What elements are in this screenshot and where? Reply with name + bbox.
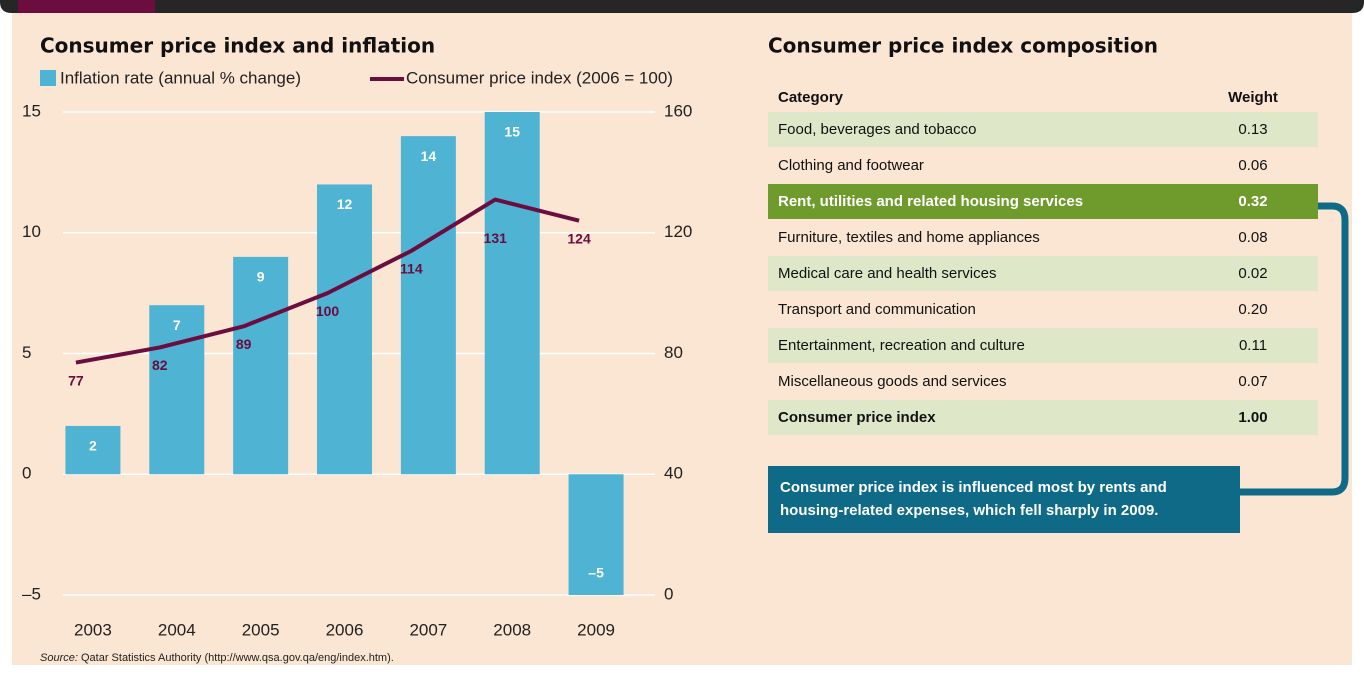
- weight-cell: 0.32: [1238, 193, 1267, 210]
- y2-tick-label: 80: [664, 343, 683, 362]
- top-bar: [0, 0, 1364, 13]
- x-tick-label: 2005: [242, 620, 280, 639]
- bar: [568, 474, 624, 595]
- y-tick-label: 10: [22, 222, 41, 241]
- category-cell: Medical care and health services: [778, 265, 996, 282]
- line-label: 89: [236, 336, 252, 352]
- bar-label: 2: [89, 438, 97, 454]
- weight-cell: 0.20: [1238, 301, 1267, 318]
- x-tick-label: 2008: [493, 620, 531, 639]
- note-text: Consumer price index is influenced most …: [780, 479, 1167, 496]
- source-label: Source:: [40, 652, 78, 664]
- table-row: [768, 184, 1318, 219]
- bar-label: 15: [504, 124, 520, 140]
- y-tick-label: 5: [22, 343, 31, 362]
- source: Source: Qatar Statistics Authority (http…: [40, 652, 394, 664]
- line-label: 114: [400, 261, 423, 277]
- y2-tick-label: 120: [664, 222, 692, 241]
- category-cell: Furniture, textiles and home appliances: [778, 229, 1040, 246]
- bar-label: –5: [588, 565, 604, 581]
- column-header: Weight: [1228, 89, 1278, 106]
- category-cell: Food, beverages and tobacco: [778, 121, 976, 138]
- x-tick-label: 2009: [577, 620, 615, 639]
- legend-label: Inflation rate (annual % change): [60, 68, 301, 87]
- line-label: 82: [152, 357, 168, 373]
- line-label: 100: [316, 303, 340, 319]
- weight-cell: 0.11: [1239, 337, 1267, 354]
- column-header: Category: [778, 89, 844, 106]
- note-text: housing-related expenses, which fell sha…: [780, 502, 1158, 519]
- y2-tick-label: 160: [664, 101, 692, 120]
- y2-tick-label: 40: [664, 464, 683, 483]
- table-row: [768, 256, 1318, 291]
- bar: [400, 136, 456, 475]
- category-cell: Transport and communication: [778, 301, 976, 318]
- bar: [149, 305, 205, 475]
- bar: [65, 425, 121, 475]
- top-tab: [18, 0, 155, 13]
- weight-cell: 0.13: [1238, 121, 1267, 138]
- bar: [233, 256, 289, 475]
- table-row: [768, 220, 1318, 255]
- y-tick-label: –5: [22, 584, 41, 603]
- weight-cell: 0.06: [1238, 157, 1267, 174]
- weight-cell: 0.02: [1238, 265, 1267, 282]
- table-title: Consumer price index composition: [768, 34, 1158, 58]
- table-row: [768, 364, 1318, 399]
- weight-cell: 0.08: [1238, 229, 1267, 246]
- bar-label: 9: [257, 269, 265, 285]
- chart-title: Consumer price index and inflation: [40, 34, 435, 58]
- weight-cell: 0.07: [1238, 373, 1267, 390]
- table: Category Weight Food, beverages and tobacc…: [768, 89, 1318, 435]
- line-label: 77: [68, 372, 84, 388]
- x-tick-label: 2007: [409, 620, 447, 639]
- connector: [1240, 202, 1349, 496]
- category-cell: Entertainment, recreation and culture: [778, 337, 1025, 354]
- line-label: 131: [484, 230, 508, 246]
- table-row: [768, 112, 1318, 147]
- legend-swatch: [40, 70, 56, 86]
- bar: [484, 112, 540, 475]
- note-box: [768, 466, 1240, 533]
- category-cell: Clothing and footwear: [778, 157, 924, 174]
- table-row: [768, 148, 1318, 183]
- plot: –5 0 5 10 15 0 40 80 120 160 2003 2004 2005 2006 2007 2…: [22, 101, 692, 639]
- bar: [317, 184, 372, 475]
- category-cell: Rent, utilities and related housing serv…: [778, 193, 1083, 210]
- bar-label: 12: [337, 196, 353, 212]
- category-cell: Consumer price index: [778, 409, 936, 426]
- bar-label: 14: [421, 148, 437, 164]
- x-tick-label: 2003: [74, 620, 112, 639]
- table-row: [768, 400, 1318, 435]
- line: [75, 197, 580, 365]
- line-label: 124: [567, 230, 591, 246]
- source-text: Qatar Statistics Authority (http://www.q…: [81, 652, 394, 664]
- x-tick-label: 2004: [158, 620, 196, 639]
- category-cell: Miscellaneous goods and services: [778, 373, 1006, 390]
- legend-label: Consumer price index (2006 = 100): [406, 68, 673, 87]
- y-tick-label: 15: [22, 101, 41, 120]
- table-row: [768, 292, 1318, 327]
- table-row: [768, 328, 1318, 363]
- y-tick-label: 0: [22, 464, 31, 483]
- bar-label: 7: [173, 317, 181, 333]
- x-tick-label: 2006: [326, 620, 364, 639]
- weight-cell: 1.00: [1238, 409, 1267, 426]
- y2-tick-label: 0: [664, 584, 673, 603]
